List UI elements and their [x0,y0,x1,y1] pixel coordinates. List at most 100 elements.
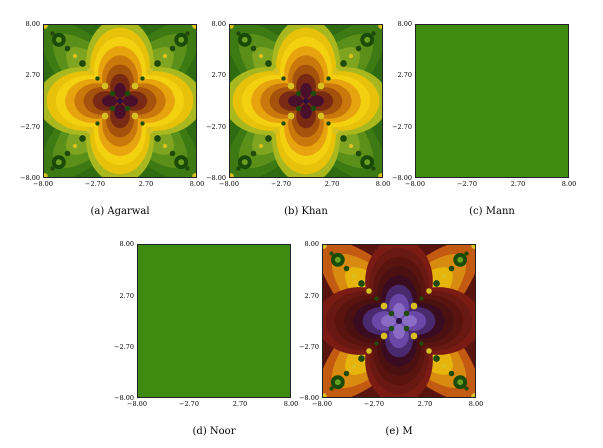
fractal-spine-dot [72,143,78,149]
fractal-spine-dot [230,173,234,177]
fractal-corner-core [364,36,371,43]
caption-mann: (c) Mann [469,206,515,217]
fractal-spine-dot [50,166,55,171]
fractal-spine-dot [471,245,475,249]
fractal-spine-dot [419,296,424,301]
y-tick-bottom: −8.00 [206,174,226,182]
x-tick-right: 8.00 [375,180,391,188]
fractal-spine-dot [374,341,379,346]
fractal-spine-dot [340,60,347,67]
fractal-spine-dot [348,53,354,59]
y-tick-lower: −2.70 [114,343,134,351]
fractal-spine-dot [154,60,161,67]
fractal-spine-dot [192,173,196,177]
fractal-spine-dot [295,90,302,97]
fractal-corner-core [55,159,62,166]
y-tick-lower: −2.70 [20,123,40,131]
fractal-spine-dot [410,332,418,340]
fractal-spine-dot [281,76,286,81]
y-tick-bottom: −8.00 [392,174,412,182]
fractal-spine-dot [343,370,350,377]
fractal-corner-core [178,159,185,166]
fractal-lobe-band [393,323,405,339]
fractal-spine-dot [50,31,55,36]
fractal-spine-dot [471,393,475,397]
fractal-spine-dot [79,60,86,67]
fractal-spine-dot [250,45,257,52]
fractal-spine-dot [403,325,410,332]
fractal-spine-dot [265,135,272,142]
fractal-spine-dot [380,302,388,310]
fractal-lobe-band [102,95,118,107]
fractal-spine-dot [95,121,100,126]
y-tick-top: 8.00 [304,240,319,248]
fractal-spine-dot [317,112,325,120]
fractal-spine-dot [323,245,327,249]
y-tick-bottom: −8.00 [20,174,40,182]
caption-noor: (d) Noor [192,426,236,437]
fractal-image-khan [230,25,382,177]
y-tick-lower: −2.70 [299,343,319,351]
fractal-spine-dot [464,251,469,256]
fractal-spine-dot [448,370,455,377]
fractal-spine-dot [433,355,440,362]
fractal-spine-dot [310,90,317,97]
fractal-spine-dot [441,273,447,279]
fractal-spine-dot [378,25,382,29]
fractal-center [303,98,309,104]
fractal-spine-dot [87,68,93,74]
caption-agarwal: (a) Agarwal [90,206,150,217]
fractal-spine-dot [419,341,424,346]
fractal-spine-dot [101,112,109,120]
fractal-spine-dot [333,68,339,74]
fractal-corner-core [241,36,248,43]
fractal-spine-dot [258,53,264,59]
fractal-spine-dot [87,128,93,134]
fractal-spine-dot [355,150,362,157]
fractal-spine-dot [348,143,354,149]
fractal-corner-core [334,256,341,263]
x-tick-left: −8.00 [312,400,332,408]
x-tick-right: 8.00 [283,400,299,408]
fractal-spine-dot [258,143,264,149]
fractal-spine-dot [140,121,145,126]
fractal-spine-dot [273,128,279,134]
fractal-spine-dot [131,112,139,120]
fractal-spine-dot [185,31,190,36]
x-tick-midleft: −2.70 [179,400,199,408]
fractal-corner-core [241,159,248,166]
fractal-spine-dot [162,53,168,59]
fractal-spine-dot [109,90,116,97]
fractal-spine-dot [403,310,410,317]
fractal-spine-dot [433,280,440,287]
y-tick-upper: 2.70 [397,71,412,79]
fractal-corner-core [55,36,62,43]
y-tick-upper: 2.70 [304,292,319,300]
fractal-spine-dot [426,348,432,354]
y-tick-top: 8.00 [119,240,134,248]
fractal-lobe-band [300,83,312,99]
x-tick-right: 8.00 [561,180,577,188]
fractal-spine-dot [317,82,325,90]
fractal-spine-dot [448,265,455,272]
x-tick-midright: 2.70 [417,400,433,408]
fractal-spine-dot [236,166,241,171]
x-tick-left: −8.00 [219,180,239,188]
x-tick-left: −8.00 [33,180,53,188]
fractal-spine-dot [162,143,168,149]
fractal-spine-dot [329,386,334,391]
fractal-center [117,98,123,104]
fractal-spine-dot [131,82,139,90]
x-tick-midright: 2.70 [510,180,526,188]
x-tick-midleft: −2.70 [271,180,291,188]
x-tick-midleft: −2.70 [457,180,477,188]
x-tick-midleft: −2.70 [85,180,105,188]
fractal-plot-mann [415,24,569,178]
fractal-spine-dot [169,45,176,52]
x-tick-midright: 2.70 [232,400,248,408]
fractal-lobe-band [122,95,138,107]
y-tick-top: 8.00 [397,20,412,28]
fractal-plot-m [322,244,476,398]
fractal-corner-core [457,379,464,386]
fractal-spine-dot [287,82,295,90]
